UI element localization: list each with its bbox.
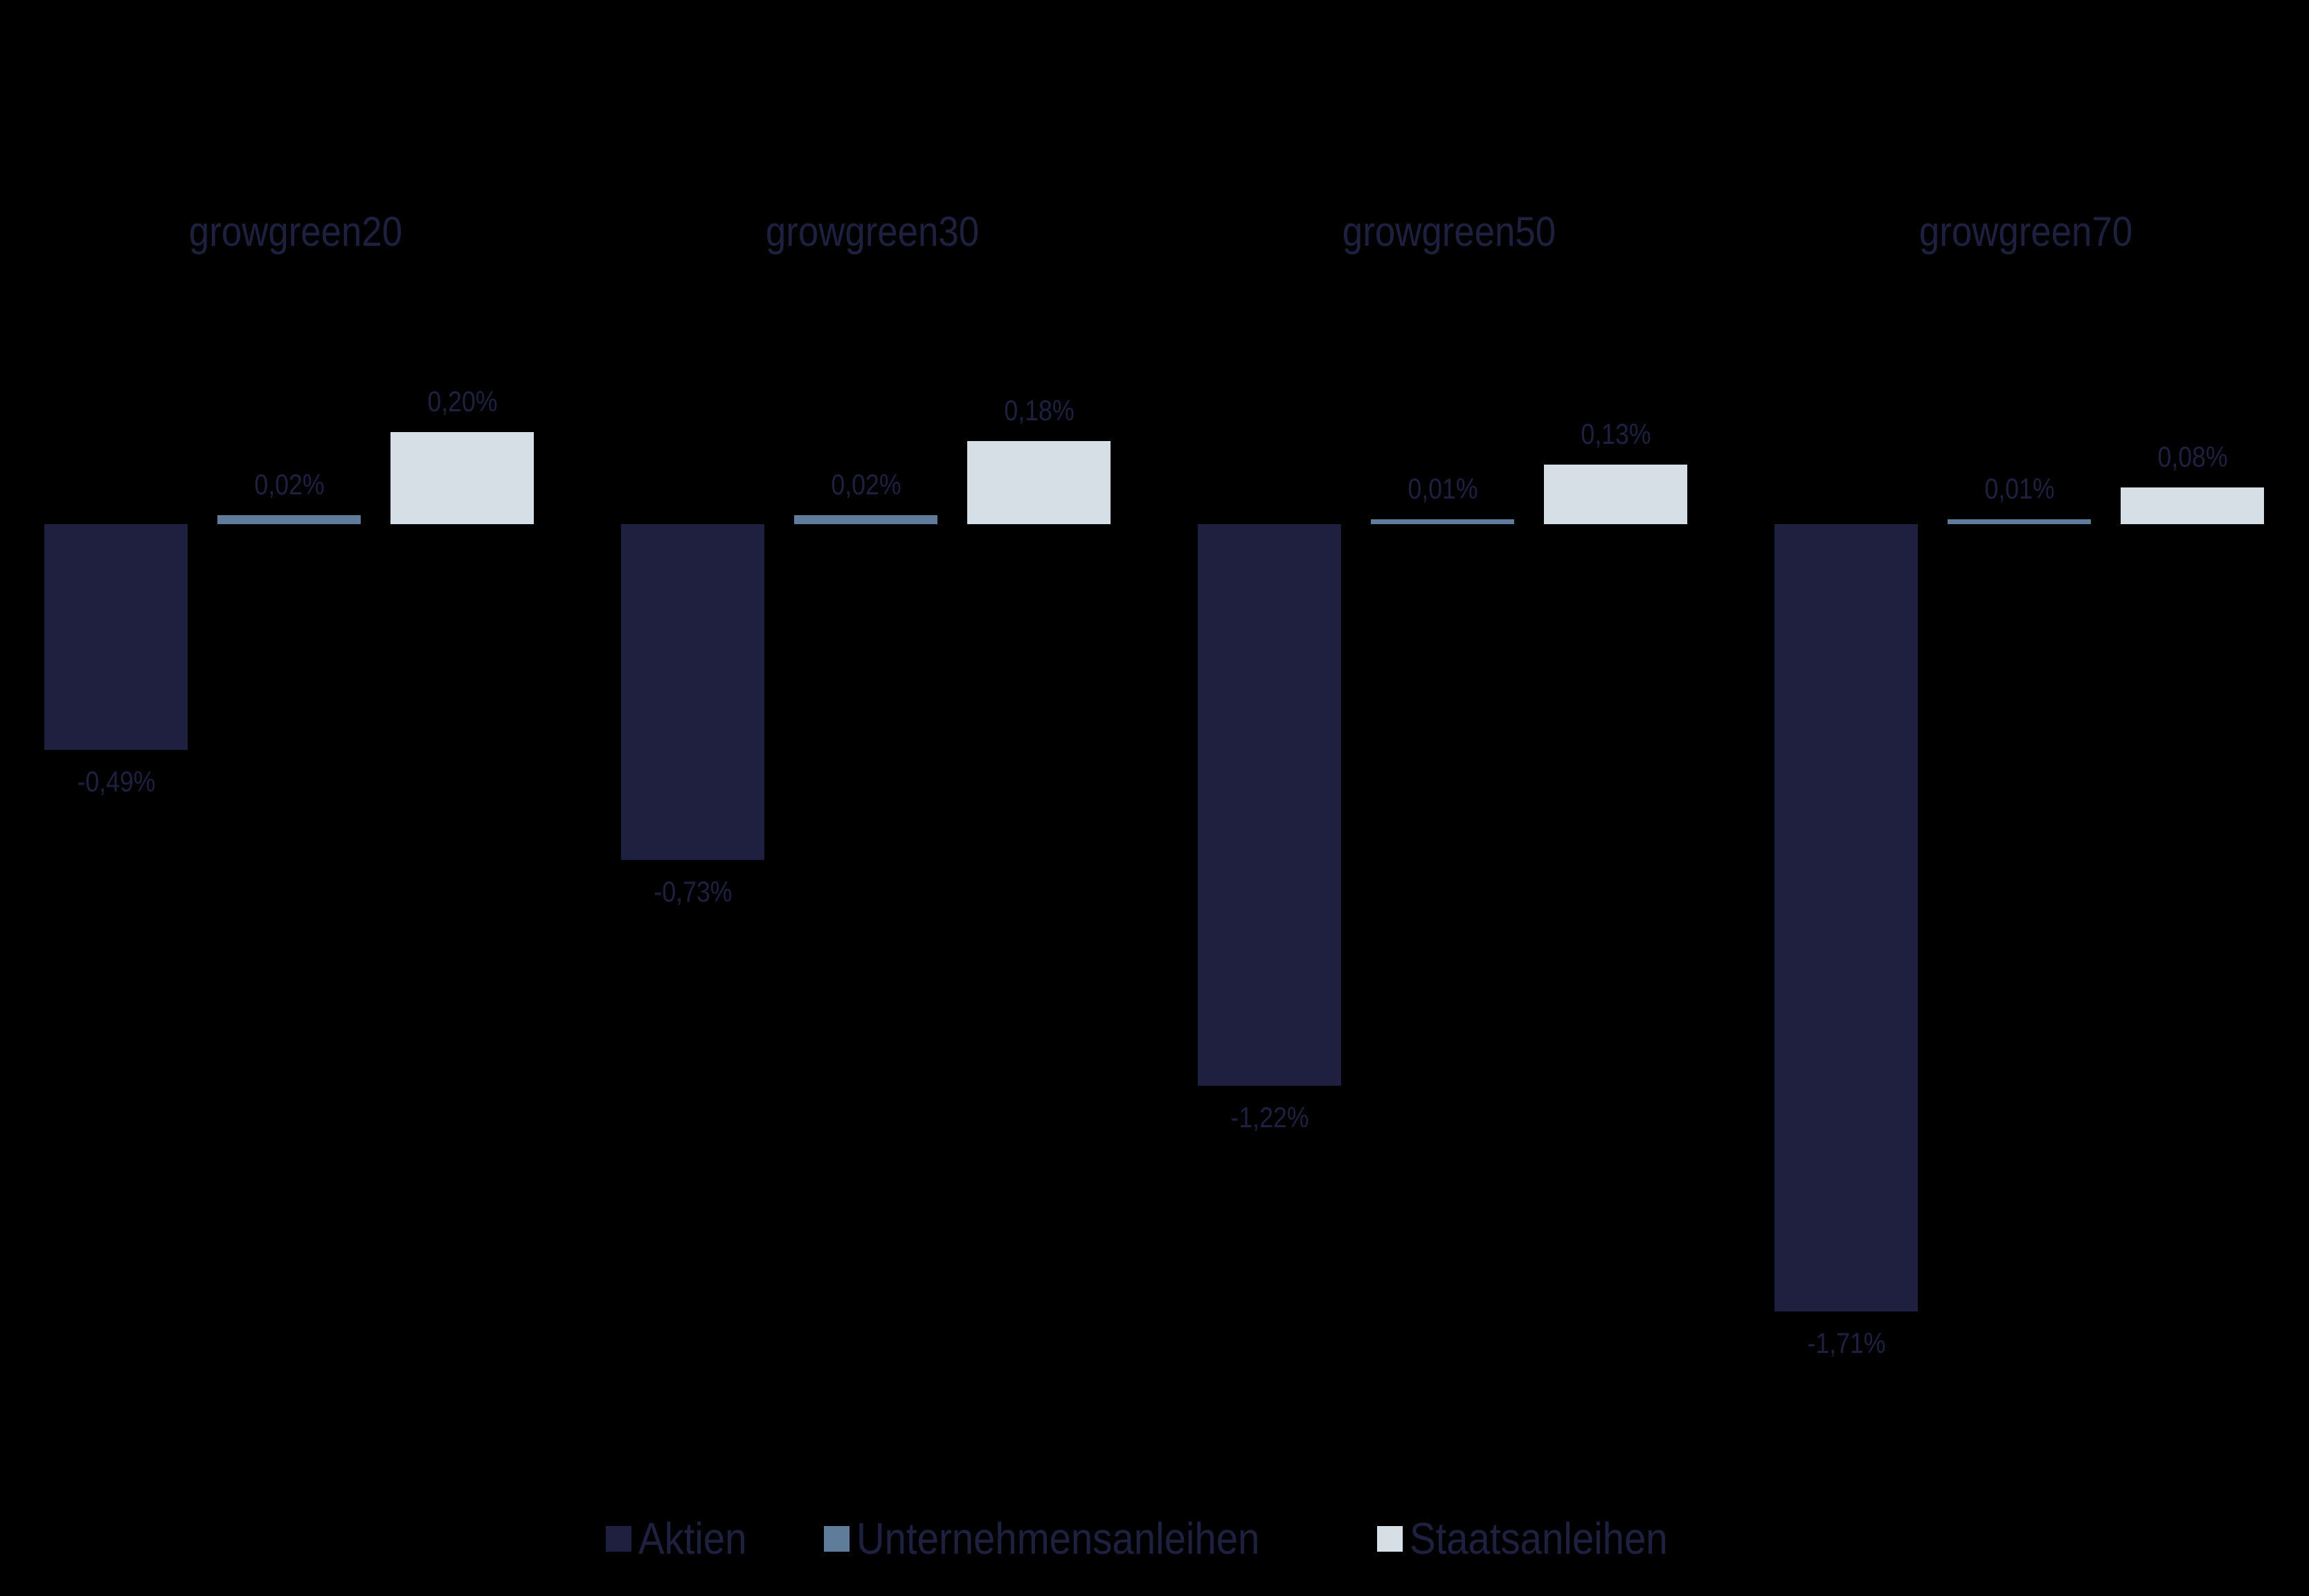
legend-label: Staatsanleihen [1410,1514,1668,1563]
bar-staatsanleihen [1544,464,1687,524]
data-label: 0,02% [253,467,325,501]
panel-title: growgreen50 [1342,208,1556,255]
panel-title: growgreen20 [188,208,403,255]
bar-unternehmensanleihen [217,514,361,524]
legend-label: Aktien [638,1514,747,1563]
data-label: -0,49% [76,764,156,798]
legend: Aktien Unternehmensanleihen Staatsanleih… [0,1513,2309,1564]
data-label: 0,18% [1003,394,1075,427]
legend-item-unternehmensanleihen: Unternehmensanleihen [824,1513,1315,1564]
bar-unternehmensanleihen [1371,519,1514,524]
bar-staatsanleihen [390,432,534,524]
data-label: -1,71% [1806,1327,1886,1360]
data-label: 0,20% [426,385,498,418]
bar-staatsanleihen [967,441,1111,524]
data-label: 0,02% [830,467,901,501]
bar-staatsanleihen [2121,487,2264,524]
data-label: 0,13% [1580,417,1651,450]
legend-item-aktien: Aktien [606,1513,762,1564]
legend-swatch-icon [606,1525,632,1552]
data-label: -1,22% [1230,1101,1309,1134]
bar-aktien [621,524,764,861]
bar-aktien [44,524,188,750]
legend-item-staatsanleihen: Staatsanleihen [1377,1513,1702,1564]
bar-aktien [1775,524,1918,1312]
panel-title: growgreen70 [1919,208,2133,255]
bar-unternehmensanleihen [1948,519,2091,524]
data-label: 0,08% [2157,440,2228,473]
bar-unternehmensanleihen [794,514,937,524]
legend-swatch-icon [1377,1525,1403,1552]
data-label: -0,73% [653,875,733,908]
legend-label: Unternehmensanleihen [856,1514,1260,1563]
panel-title: growgreen30 [765,208,980,255]
data-label: 0,01% [1407,472,1478,505]
bar-aktien [1198,524,1341,1086]
legend-swatch-icon [824,1525,850,1552]
data-label: 0,01% [1984,472,2055,505]
